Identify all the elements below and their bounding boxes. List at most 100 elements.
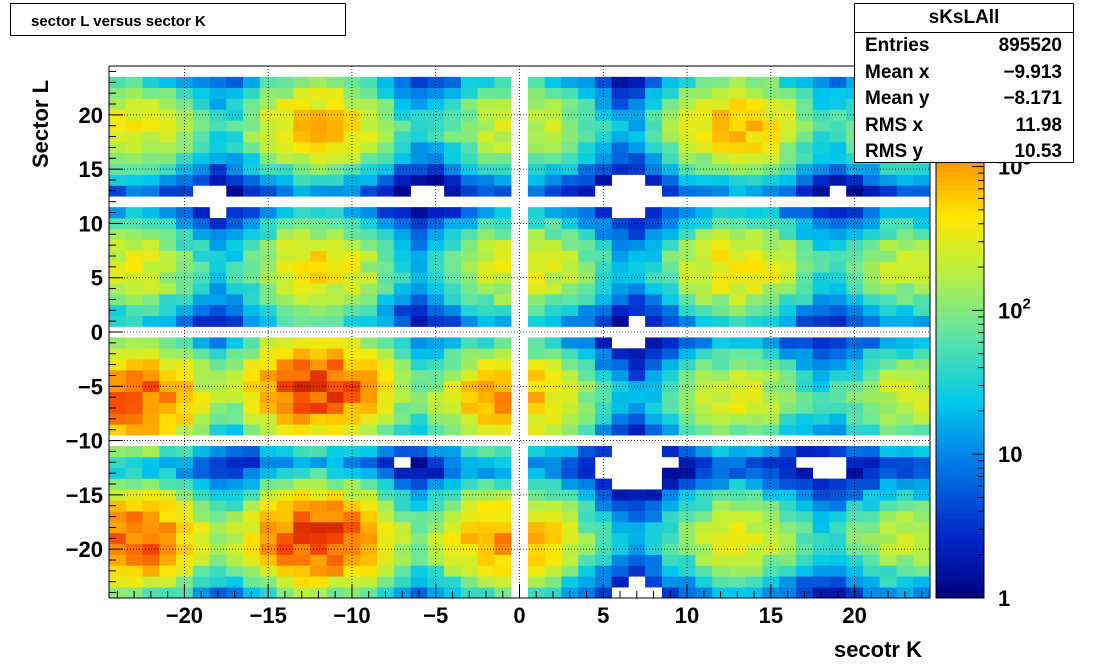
heatmap-cell (578, 98, 596, 110)
heatmap-cell (712, 500, 730, 512)
heatmap-cell (109, 87, 127, 99)
heatmap-cell (360, 283, 378, 295)
heatmap-cell (494, 185, 512, 197)
heatmap-cell (326, 76, 344, 89)
heatmap-cell (209, 424, 227, 436)
heatmap-cell (611, 120, 629, 132)
heatmap-cell (611, 380, 629, 393)
heatmap-cell (594, 109, 612, 121)
heatmap-cell (377, 511, 395, 523)
heatmap-cell (594, 120, 612, 132)
heatmap-cell (176, 554, 194, 566)
heatmap-cell (444, 207, 462, 219)
heatmap-cell (561, 337, 579, 349)
heatmap-cell (795, 250, 814, 262)
heatmap-cell (779, 228, 797, 241)
heatmap-cell (728, 272, 746, 284)
heatmap-cell (913, 239, 931, 251)
heatmap-cell (611, 218, 629, 230)
heatmap-cell (393, 337, 411, 349)
heatmap-cell (226, 446, 244, 458)
heatmap-cell (661, 304, 679, 317)
heatmap-cell (444, 402, 462, 414)
heatmap-cell (628, 532, 646, 545)
heatmap-cell (377, 142, 395, 154)
heatmap-cell (846, 207, 864, 219)
heatmap-cell (879, 218, 897, 230)
heatmap-cell (410, 543, 428, 555)
heatmap-cell (109, 446, 127, 458)
heatmap-cell (310, 185, 328, 197)
heatmap-cell (209, 348, 227, 360)
heatmap-cell (846, 500, 864, 512)
heatmap-cell (561, 391, 579, 403)
palette-segment (936, 212, 984, 218)
heatmap-cell (762, 163, 780, 175)
heatmap-cell (611, 348, 629, 360)
heatmap-cell (477, 489, 495, 501)
heatmap-cell (762, 467, 780, 479)
heatmap-cell (343, 185, 361, 197)
heatmap-cell (377, 250, 395, 262)
heatmap-cell (377, 304, 395, 317)
heatmap-cell (695, 174, 713, 186)
palette-segment (936, 314, 984, 320)
heatmap-cell (477, 532, 495, 545)
heatmap-cell (427, 380, 445, 393)
heatmap-cell (913, 207, 931, 219)
heatmap-cell (259, 500, 277, 512)
heatmap-cell (812, 543, 830, 555)
heatmap-cell (913, 359, 931, 371)
heatmap-cell (862, 467, 881, 479)
heatmap-cell (393, 467, 411, 479)
palette-segment (936, 376, 984, 382)
heatmap-cell (527, 272, 545, 284)
heatmap-cell (343, 522, 361, 534)
heatmap-cell (862, 402, 881, 414)
heatmap-cell (326, 511, 344, 523)
heatmap-cell (444, 120, 462, 132)
heatmap-cell (846, 185, 864, 197)
heatmap-cell (142, 142, 160, 154)
heatmap-cell (779, 87, 797, 99)
heatmap-cell (695, 152, 713, 165)
y-tick-label: 10 (79, 211, 103, 236)
heatmap-cell (444, 228, 462, 241)
heatmap-cell (125, 348, 143, 360)
heatmap-cell (310, 315, 328, 327)
heatmap-cell (795, 185, 814, 197)
heatmap-cell (293, 500, 311, 512)
heatmap-cell (226, 174, 244, 186)
heatmap-cell (176, 532, 194, 545)
heatmap-cell (293, 261, 311, 273)
heatmap-cell (460, 98, 478, 110)
heatmap-cell (326, 576, 344, 588)
heatmap-cell (377, 391, 395, 403)
heatmap-cell (762, 294, 780, 306)
heatmap-cell (594, 348, 612, 360)
heatmap-cell (109, 413, 127, 425)
heatmap-cell (310, 76, 328, 89)
heatmap-cell (477, 446, 495, 458)
heatmap-cell (712, 337, 730, 349)
heatmap-cell (896, 424, 914, 436)
heatmap-cell (427, 576, 445, 588)
heatmap-cell (762, 304, 780, 317)
heatmap-cell (745, 315, 763, 327)
heatmap-cell (745, 239, 763, 251)
x-tick-label: −5 (423, 603, 448, 628)
heatmap-cell (745, 87, 763, 99)
heatmap-cell (243, 380, 261, 393)
palette-segment (936, 243, 984, 249)
heatmap-cell (326, 294, 344, 306)
heatmap-cell (276, 218, 294, 230)
heatmap-cell (913, 543, 931, 555)
heatmap-cell (494, 76, 512, 89)
heatmap-cell (259, 359, 277, 371)
heatmap-cell (125, 185, 143, 197)
heatmap-cell (176, 131, 194, 143)
heatmap-cell (645, 370, 663, 382)
heatmap-cell (862, 348, 881, 360)
heatmap-cell (712, 478, 730, 490)
heatmap-cell (762, 576, 780, 588)
